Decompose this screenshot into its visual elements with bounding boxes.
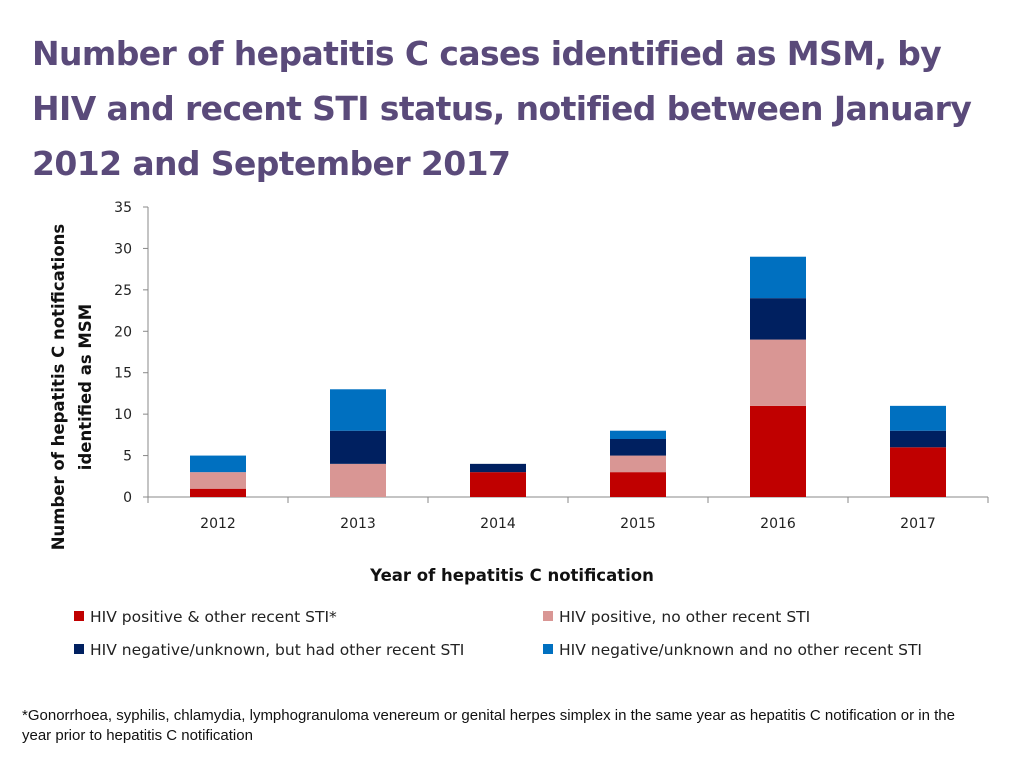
legend-swatch (74, 644, 84, 654)
y-axis-title-line: identified as MSM (76, 304, 95, 470)
x-tick-label: 2013 (340, 516, 376, 532)
bar-segment (330, 389, 386, 431)
bar-segment (610, 439, 666, 456)
bar-segment (610, 430, 666, 439)
y-tick-label: 30 (114, 241, 132, 257)
y-tick-label: 10 (114, 407, 132, 423)
y-tick-label: 5 (123, 449, 132, 465)
legend-label: HIV negative/unknown, but had other rece… (90, 641, 464, 659)
bar-segment (890, 430, 946, 448)
y-axis-title-line: Number of hepatitis C notifications (49, 224, 68, 551)
y-tick-label: 0 (123, 490, 132, 506)
bar-segment (330, 463, 386, 497)
bar-segment (190, 488, 246, 497)
legend-label: HIV negative/unknown and no other recent… (559, 641, 922, 659)
chart-title: Number of hepatitis C cases identified a… (32, 34, 972, 183)
bar-segment (610, 455, 666, 473)
bar-segment (750, 339, 806, 406)
bar-segment (610, 472, 666, 497)
bar-segment (750, 256, 806, 299)
bar-segment (890, 405, 946, 431)
x-tick-label: 2016 (760, 516, 796, 532)
legend-swatch (543, 611, 553, 621)
x-tick-label: 2015 (620, 516, 656, 532)
x-tick-label: 2012 (200, 516, 236, 532)
legend-label: HIV positive & other recent STI* (90, 608, 337, 626)
x-axis-title: Year of hepatitis C notification (369, 566, 654, 585)
bar-segment (750, 298, 806, 340)
bar-segment (470, 463, 526, 473)
y-tick-label: 25 (114, 283, 132, 299)
legend-swatch (543, 644, 553, 654)
legend: HIV positive & other recent STI* HIV posi… (74, 608, 922, 659)
y-tick-label: 35 (114, 200, 132, 216)
x-tick-label: 2014 (480, 516, 516, 532)
stacked-bar-chart: 0 5 10 15 20 25 30 35 2012 2013 2014 2015 2016 2017 Ye… (49, 200, 989, 659)
bars-layer (190, 256, 946, 497)
bar-segment (330, 430, 386, 464)
axes-layer (143, 206, 989, 503)
bar-segment (750, 405, 806, 497)
bar-segment (190, 472, 246, 489)
y-tick-label: 15 (114, 366, 132, 382)
bar-segment (190, 455, 246, 473)
bar-segment (890, 447, 946, 497)
legend-swatch (74, 611, 84, 621)
x-tick-label: 2017 (900, 516, 936, 532)
bar-segment (470, 472, 526, 497)
footnote: *Gonorrhoea, syphilis, chlamydia, lympho… (22, 707, 955, 744)
y-tick-label: 20 (114, 324, 132, 340)
labels-layer: 0 5 10 15 20 25 30 35 2012 2013 2014 2015 2016 2017 Ye… (49, 200, 936, 585)
legend-label: HIV positive, no other recent STI (559, 608, 810, 626)
